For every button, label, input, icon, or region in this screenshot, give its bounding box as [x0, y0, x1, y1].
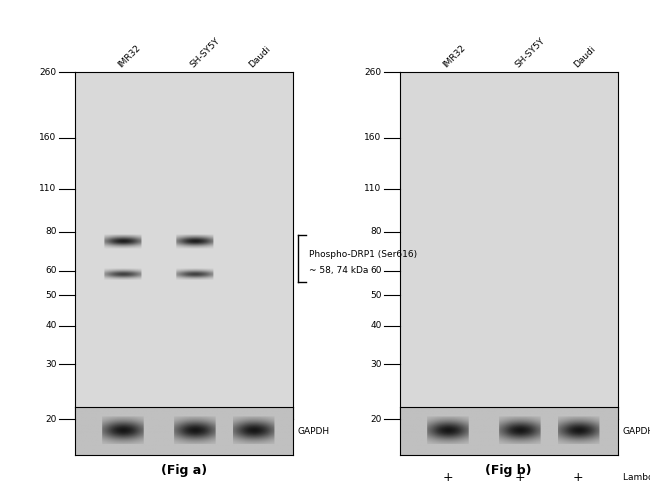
Text: (Fig a): (Fig a)	[161, 464, 207, 477]
Text: (Fig b): (Fig b)	[486, 464, 532, 477]
Text: 260: 260	[365, 68, 382, 77]
Text: 30: 30	[45, 360, 57, 369]
Text: 110: 110	[39, 184, 57, 193]
Text: 20: 20	[370, 415, 382, 424]
Text: 50: 50	[45, 291, 57, 300]
Text: Lambda protein phosphatase: Lambda protein phosphatase	[623, 473, 650, 482]
Text: SH-SY5Y: SH-SY5Y	[188, 37, 222, 70]
Text: 50: 50	[370, 291, 382, 300]
Text: GAPDH: GAPDH	[623, 427, 650, 436]
Text: IMR32: IMR32	[441, 44, 467, 70]
Text: SH-SY5Y: SH-SY5Y	[513, 37, 547, 70]
Text: 60: 60	[45, 266, 57, 275]
Text: 260: 260	[40, 68, 57, 77]
Text: 80: 80	[370, 228, 382, 236]
Text: +: +	[443, 471, 453, 482]
Text: +: +	[514, 471, 525, 482]
Text: GAPDH: GAPDH	[298, 427, 330, 436]
Text: Phospho-DRP1 (Ser616): Phospho-DRP1 (Ser616)	[309, 250, 417, 258]
Text: 30: 30	[370, 360, 382, 369]
Text: ~ 58, 74 kDa: ~ 58, 74 kDa	[309, 267, 368, 275]
Text: 110: 110	[364, 184, 382, 193]
Text: 80: 80	[45, 228, 57, 236]
Text: 160: 160	[364, 134, 382, 143]
Text: IMR32: IMR32	[116, 44, 142, 70]
Text: 40: 40	[370, 321, 382, 330]
Text: 60: 60	[370, 266, 382, 275]
Text: 160: 160	[39, 134, 57, 143]
Text: Daudi: Daudi	[572, 45, 597, 70]
Text: 20: 20	[45, 415, 57, 424]
Text: Daudi: Daudi	[247, 45, 272, 70]
Text: +: +	[573, 471, 584, 482]
Text: 40: 40	[45, 321, 57, 330]
